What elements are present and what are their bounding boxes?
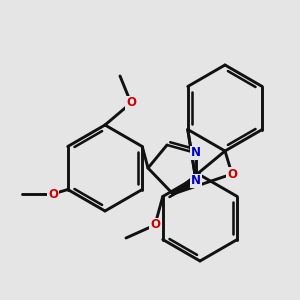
FancyBboxPatch shape bbox=[47, 187, 59, 201]
Text: N: N bbox=[191, 175, 201, 188]
Text: O: O bbox=[227, 167, 237, 181]
Text: O: O bbox=[150, 218, 160, 232]
FancyBboxPatch shape bbox=[125, 96, 137, 110]
FancyBboxPatch shape bbox=[190, 146, 202, 160]
FancyBboxPatch shape bbox=[149, 218, 161, 232]
FancyBboxPatch shape bbox=[190, 174, 202, 188]
Text: N: N bbox=[191, 146, 201, 160]
FancyBboxPatch shape bbox=[226, 167, 238, 181]
Text: O: O bbox=[48, 188, 58, 200]
Text: O: O bbox=[126, 97, 136, 110]
